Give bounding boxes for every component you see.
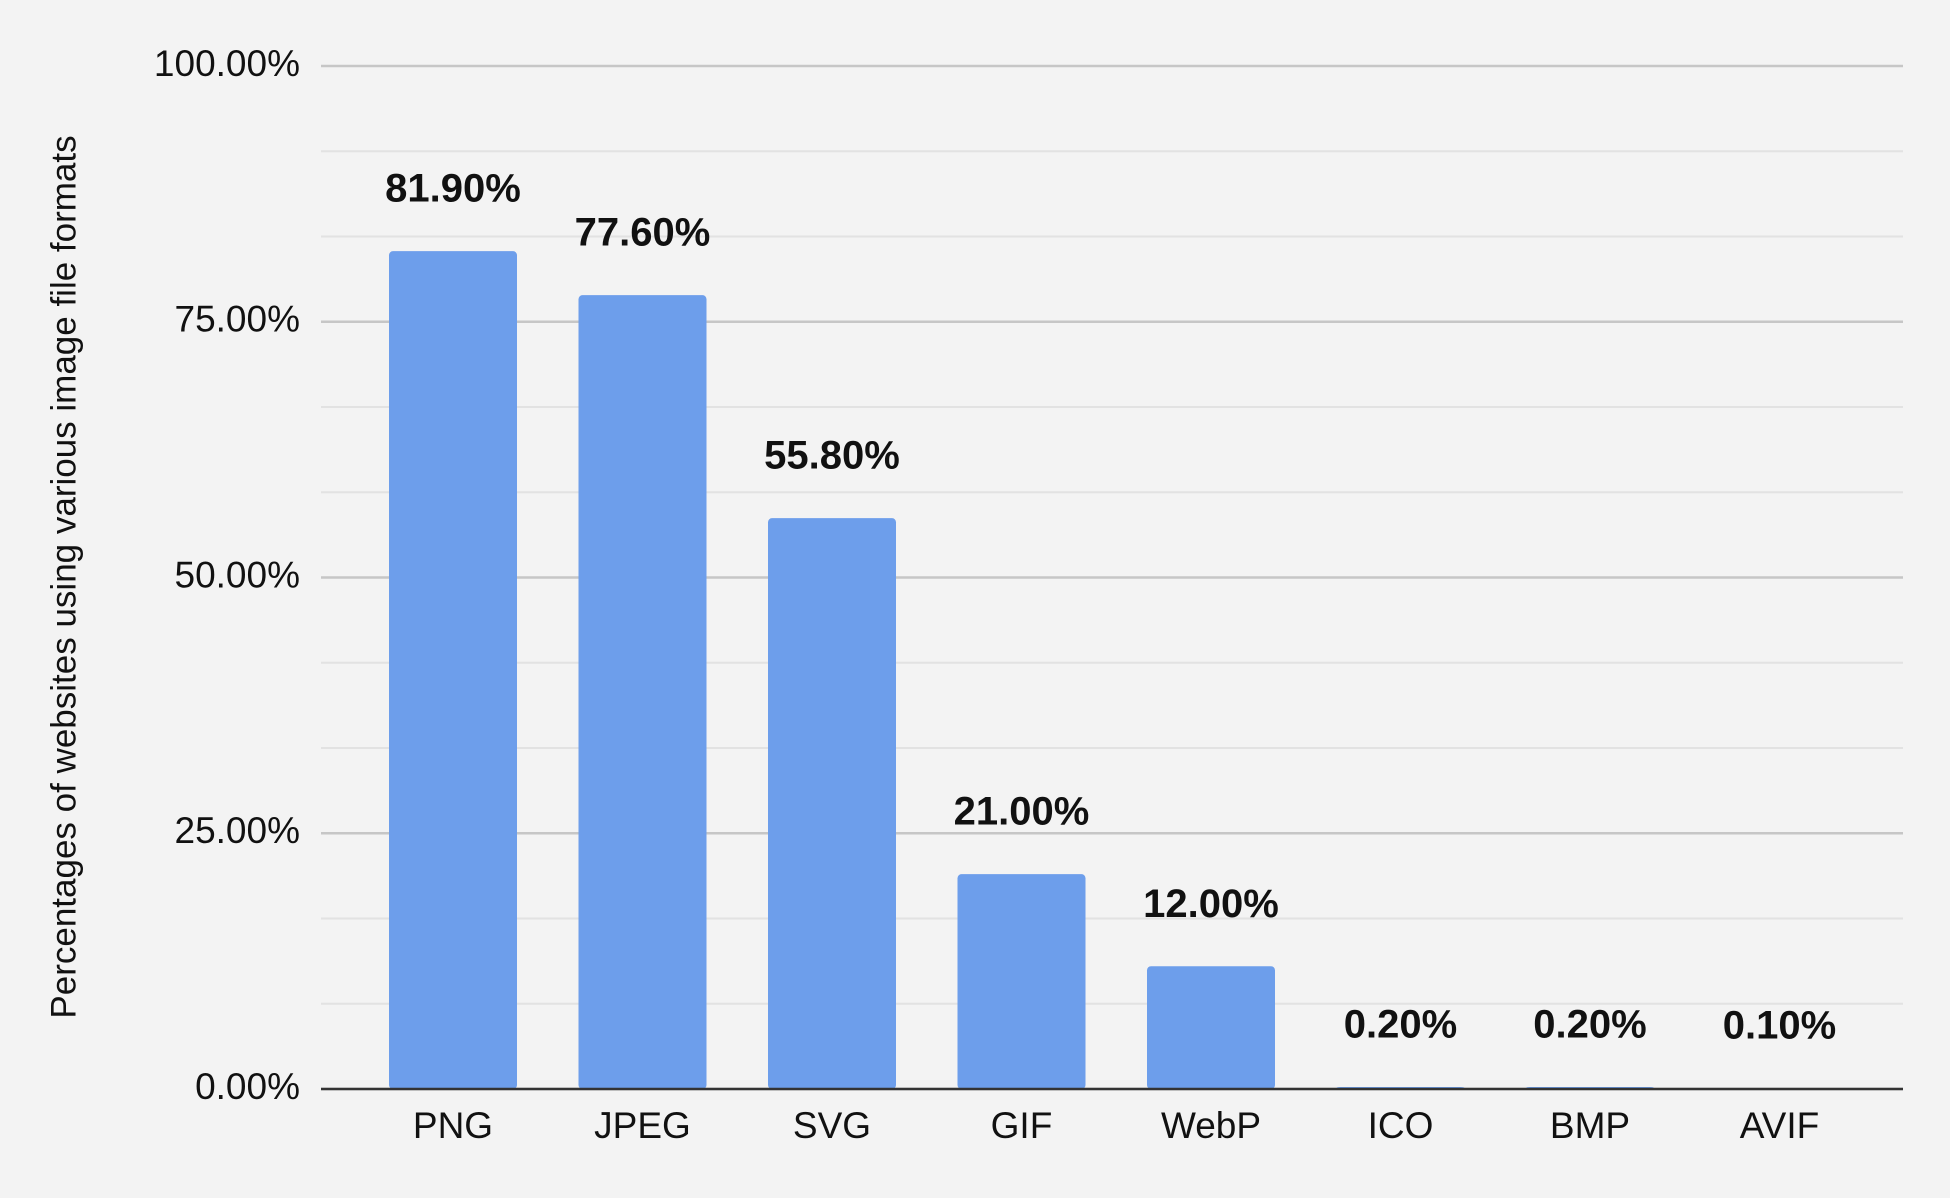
bar [389, 251, 517, 1090]
value-label: 0.10% [1723, 1004, 1836, 1048]
value-label: 55.80% [764, 434, 900, 478]
y-tick-label: 100.00% [154, 43, 300, 84]
y-axis-title: Percentages of websites using various im… [44, 135, 83, 1018]
bar [957, 874, 1086, 1089]
y-tick-label: 0.00% [195, 1066, 300, 1107]
x-tick-label: BMP [1550, 1105, 1630, 1146]
y-tick-label: 25.00% [175, 810, 301, 851]
x-tick-label: AVIF [1740, 1105, 1820, 1146]
value-label: 21.00% [954, 790, 1090, 834]
x-tick-label: WebP [1161, 1105, 1261, 1146]
value-label: 77.60% [575, 211, 711, 255]
bar [768, 518, 896, 1089]
value-label: 12.00% [1143, 882, 1279, 926]
x-tick-label: SVG [793, 1105, 871, 1146]
x-tick-label: PNG [413, 1105, 493, 1146]
value-label: 0.20% [1533, 1003, 1646, 1047]
x-tick-label: JPEG [594, 1105, 691, 1146]
y-tick-label: 50.00% [175, 554, 301, 595]
y-tick-label: 75.00% [175, 299, 301, 340]
value-label: 81.90% [385, 167, 521, 211]
bar [1147, 966, 1275, 1089]
bar [578, 295, 707, 1090]
x-tick-label: GIF [991, 1105, 1053, 1146]
x-tick-label: ICO [1368, 1105, 1434, 1146]
value-label: 0.20% [1344, 1003, 1457, 1047]
